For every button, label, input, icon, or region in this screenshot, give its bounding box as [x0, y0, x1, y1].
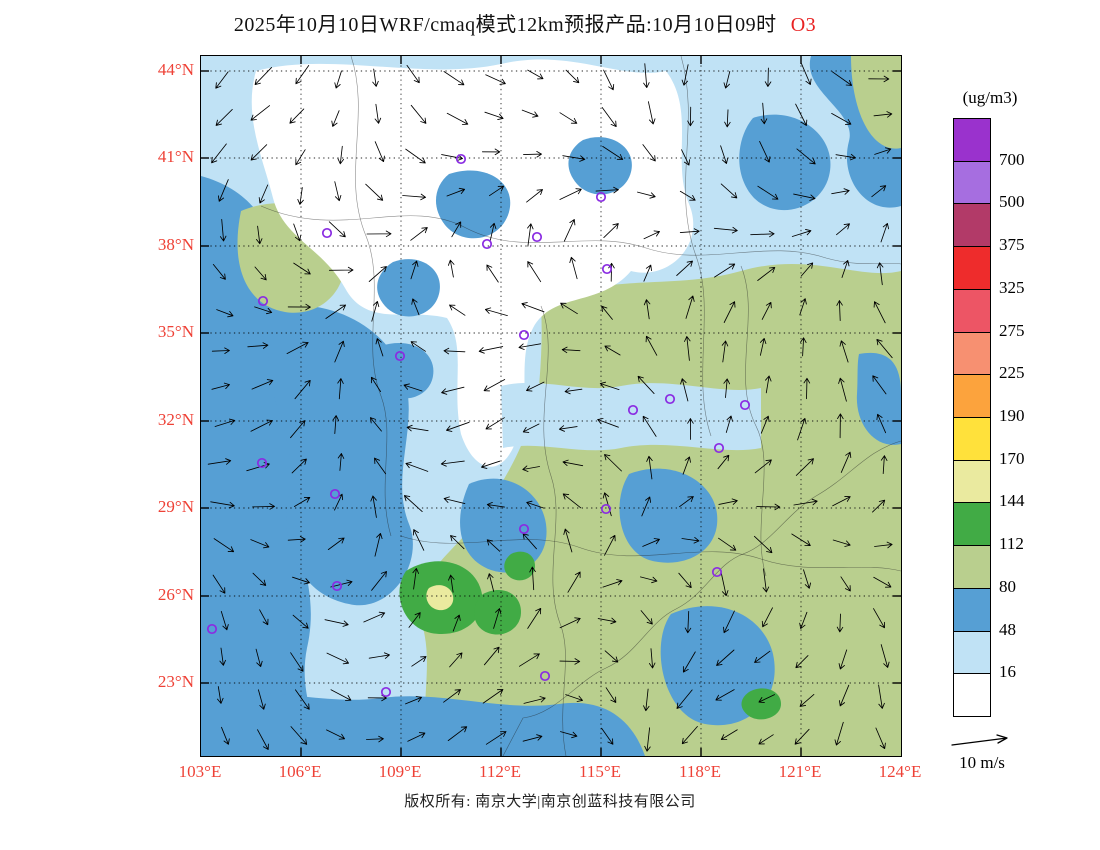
colorbar-cell [953, 203, 991, 248]
station-marker [518, 523, 530, 535]
station-marker [627, 404, 639, 416]
station-marker [595, 191, 607, 203]
forecast-map-canvas [200, 55, 902, 757]
colorbar-tick-label: 500 [999, 192, 1025, 212]
colorbar-cell [953, 331, 991, 376]
station-marker [329, 488, 341, 500]
lat-tick-label: 38°N [157, 235, 194, 254]
colorbar-cell [953, 630, 991, 675]
colorbar-cell [953, 459, 991, 504]
station-marker [331, 580, 343, 592]
colorbar-tick-label: 16 [999, 662, 1016, 682]
colorbar-tick-label: 225 [999, 363, 1025, 383]
colorbar-cell [953, 246, 991, 290]
lat-tick-label: 35°N [157, 322, 194, 341]
lon-tick-label: 109°E [378, 762, 422, 781]
colorbar-tick-label: 325 [999, 277, 1025, 297]
station-marker [321, 227, 333, 239]
colorbar-cell [953, 502, 991, 547]
station-marker [739, 399, 751, 411]
colorbar-tick-label: 190 [999, 405, 1025, 425]
colorbar-tick-label: 144 [999, 491, 1025, 511]
station-marker [713, 442, 725, 454]
colorbar-tick-label: 700 [999, 149, 1025, 169]
station-marker [711, 566, 723, 578]
colorbar-cell [953, 374, 991, 418]
colorbar-cell [953, 673, 991, 717]
colorbar-cell [953, 416, 991, 461]
wind-vectors [207, 63, 893, 752]
station-marker [601, 263, 613, 275]
colorbar-tick-label: 170 [999, 448, 1025, 468]
station-marker [481, 238, 493, 250]
pollutant-label: O3 [790, 14, 817, 36]
colorbar-cell [953, 288, 991, 333]
lon-tick-label: 115°E [578, 762, 622, 781]
station-marker [531, 231, 543, 243]
page-title: 2025年10月10日WRF/cmaq模式12km预报产品:10月10日09时 O… [0, 8, 1050, 37]
station-marker [518, 329, 530, 341]
station-marker [394, 350, 406, 362]
lat-tick-label: 32°N [157, 410, 194, 429]
lat-tick-label: 23°N [157, 672, 194, 691]
lon-tick-label: 106°E [278, 762, 322, 781]
station-marker [206, 623, 218, 635]
colorbar-tick-label: 80 [999, 576, 1016, 596]
station-marker [664, 393, 676, 405]
colorbar-tick-label: 375 [999, 235, 1025, 255]
station-marker [600, 503, 612, 515]
copyright-text: 版权所有: 南京大学|南京创蓝科技有限公司 [404, 794, 696, 810]
lat-tick-label: 41°N [157, 147, 194, 166]
colorbar-tick-label: 48 [999, 619, 1016, 639]
lon-tick-label: 103°E [178, 762, 222, 781]
colorbar-cell [953, 160, 991, 205]
lat-tick-label: 29°N [157, 497, 194, 516]
wind-scale-arrow-icon [948, 733, 1016, 756]
colorbar-cell [953, 545, 991, 589]
lon-tick-label: 118°E [678, 762, 722, 781]
colorbar-cell [953, 118, 991, 162]
station-marker [256, 457, 268, 469]
lon-tick-label: 112°E [478, 762, 522, 781]
colorbar-tick-label: 112 [999, 534, 1024, 554]
station-marker [455, 153, 467, 165]
o3-concentration-field [201, 55, 902, 757]
colorbar-tick-label: 275 [999, 320, 1025, 340]
colorbar-cell [953, 587, 991, 632]
wind-scale-label: 10 m/s [959, 753, 1005, 772]
title-text: 2025年10月10日WRF/cmaq模式12km预报产品:10月10日09时 [233, 14, 777, 36]
colorbar-units-label: (ug/m3) [962, 88, 1018, 107]
lat-tick-label: 44°N [157, 60, 194, 79]
lon-tick-label: 121°E [778, 762, 822, 781]
lat-tick-label: 26°N [157, 585, 194, 604]
lon-tick-label: 124°E [878, 762, 922, 781]
station-marker [380, 686, 392, 698]
station-marker [257, 295, 269, 307]
station-marker [539, 670, 551, 682]
